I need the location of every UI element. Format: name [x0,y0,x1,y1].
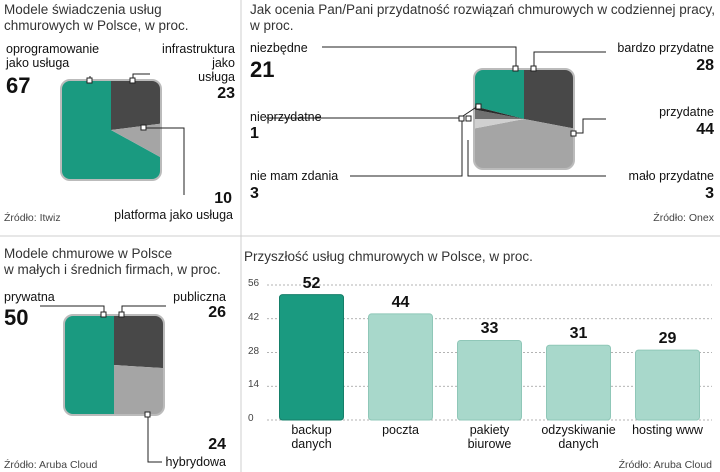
pie3-title: Modele chmurowe w Polsce w małych i śred… [4,246,221,277]
pie3-frame [63,314,165,416]
bar-category-label: backup danych [267,423,357,451]
bar-chart [267,284,712,421]
bar-source: Źródło: Aruba Cloud [618,459,712,471]
bar-category-line: danych [558,437,599,451]
pie3-label-hybrydowa: hybrydowa [165,455,226,469]
pie1-value-iaas: 23 [217,85,235,102]
pie2-slice-niezbedne [474,69,524,119]
pie2-value-bardzo: 28 [696,57,714,74]
bar-category-line: biurowe [467,437,512,451]
pie2-value-malo: 3 [705,185,714,202]
bar-ytick-label: 14 [248,379,260,391]
bar-rect [368,313,433,421]
pie3-label-publiczna: publiczna [173,290,226,304]
pie1-label-saas: oprogramowanie jako usługa [6,42,100,70]
pie2-label-przydatne: przydatne [659,105,714,119]
pie1-label-iaas: infrastruktura jako usługa [162,42,235,84]
pie2-label-malo: mało przydatne [628,169,714,183]
pie3-slice-hybrydowa [114,365,164,415]
bar-ytick-label: 56 [248,278,260,289]
pie2-value-niezbedne: 21 [250,57,275,82]
bar-category-label: odzyskiwanie danych [534,423,624,451]
pie1-value-paas: 10 [214,190,232,207]
pie3-label-prywatna: prywatna [4,290,55,304]
pie2-chart [473,68,575,170]
bar-category-label: poczta [356,423,446,437]
pie1-source: Źródło: Itwiz [4,212,61,224]
bar-rect [546,344,611,421]
bar-value-label: 31 [569,325,588,343]
pie3-value-prywatna: 50 [4,305,29,330]
bar-value-label: 52 [302,274,321,292]
pie2-slice-malo [474,119,524,138]
bar-category-label: pakiety biurowe [445,423,535,451]
pie2-markers [458,65,577,137]
bar-ytick-label: 0 [248,413,254,424]
bar-rect [635,349,700,421]
pie1-chart [60,79,162,181]
pie2-label-bardzo: bardzo przydatne [617,41,714,55]
bar-category-line: hosting www [632,423,703,437]
pie1-markers [86,77,147,131]
pie2-title: Jak ocenia Pan/Pani przydatność rozwiąza… [250,2,715,33]
bar-rect [279,294,344,421]
pie2-value-niemam: 3 [250,185,259,202]
pie2-value-nie: 1 [250,125,259,142]
bar-category-line: danych [291,437,332,451]
pie3-value-publiczna: 26 [208,304,226,321]
pie2-source: Źródło: Onex [653,212,714,224]
bar-category-line: pakiety [469,423,510,437]
bar-value-label: 33 [480,320,499,338]
pie2-slice-niemam [474,100,524,119]
pie1-value-saas: 67 [6,73,31,98]
bar-category-line: odzyskiwanie [541,423,616,437]
pie1-title: Modele świadczenia usług chmurowych w Po… [4,2,189,33]
bar-value-label: 44 [391,293,410,311]
pie2-label-nie: nieprzydatne [250,110,322,124]
pie2-frame [473,68,575,170]
bar-rect [457,339,522,421]
pie3-markers [100,311,151,418]
bar-category-line: poczta [382,423,419,437]
pie1-slice-iaas [111,80,161,130]
bar-ytick-label: 28 [248,345,260,357]
bar-category-line: backup [291,423,332,437]
bar-value-label: 29 [658,330,677,348]
pie3-source: Źródło: Aruba Cloud [4,459,98,471]
pie1-frame [60,79,162,181]
pie3-value-hybrydowa: 24 [208,436,226,453]
pie2-label-niemam: nie mam zdania [250,169,339,183]
pie2-label-niezbedne: niezbędne [250,41,308,55]
bar-ytick-label: 42 [248,311,260,323]
pie1-label-paas: platforma jako usługa [114,208,233,222]
pie2-value-przydatne: 44 [696,121,714,138]
bar-title: Przyszłość usług chmurowych w Polsce, w … [244,249,533,264]
bar-category-label: hosting www [623,423,713,437]
